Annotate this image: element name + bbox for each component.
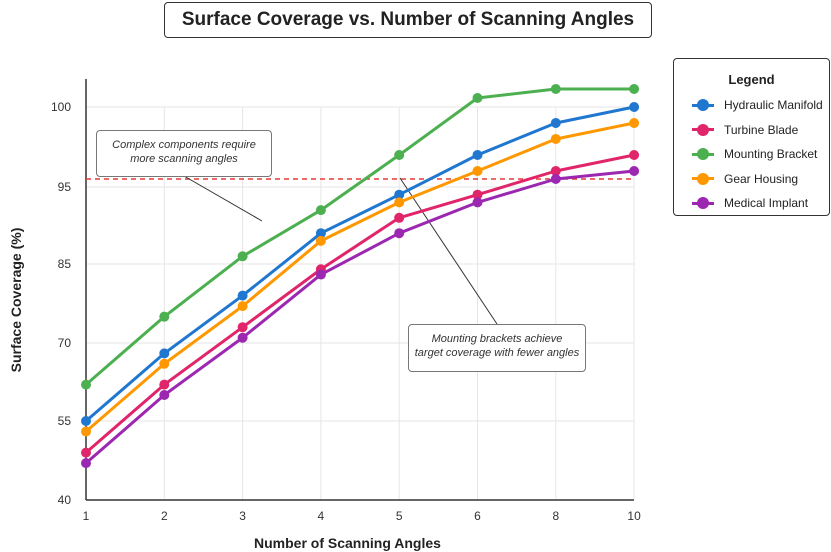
series-gear-housing [81, 118, 640, 437]
legend-label: Hydraulic Manifold [724, 98, 823, 112]
annotation-arrows [183, 175, 498, 325]
legend-item-medical-implant: Medical Implant [692, 193, 808, 213]
x-tick-label: 2 [161, 509, 168, 523]
data-point [629, 150, 640, 160]
annotation-line: more scanning angles [130, 153, 238, 165]
data-point [81, 379, 91, 390]
data-point [472, 166, 483, 176]
series-line [85, 87, 635, 386]
data-point [472, 93, 483, 103]
x-tick-label: 6 [474, 509, 481, 523]
data-point [472, 197, 483, 208]
data-point [315, 205, 326, 216]
x-tick-label: 5 [396, 509, 403, 523]
data-point [550, 118, 561, 128]
data-point [629, 84, 640, 94]
y-tick-label: 95 [58, 180, 72, 194]
data-point [237, 290, 248, 301]
data-point [394, 197, 405, 208]
chart-title: Surface Coverage vs. Number of Scanning … [164, 2, 652, 38]
y-tick-label: 70 [58, 336, 72, 350]
x-tick-label: 1 [83, 509, 90, 523]
data-point [159, 311, 170, 322]
legend-swatch [692, 172, 714, 185]
x-tick-label: 10 [627, 509, 641, 523]
legend-item-turbine-blade: Turbine Blade [692, 120, 798, 140]
data-point [159, 348, 170, 359]
data-point [472, 150, 483, 160]
legend-label: Medical Implant [724, 196, 809, 210]
data-point [394, 189, 405, 200]
data-point [81, 426, 91, 437]
legend-swatch [692, 148, 714, 160]
series-line [85, 105, 635, 423]
annotation-line: Mounting brackets achieve [431, 333, 563, 345]
annotation-complex-components: Complex components require more scanning… [96, 130, 272, 177]
data-point [550, 84, 561, 94]
annotation-arrow-brackets [399, 177, 498, 325]
legend: Legend Hydraulic Manifold Turbine Blade … [673, 58, 830, 216]
legend-item-mounting-bracket: Mounting Bracket [692, 144, 817, 164]
data-point [81, 447, 91, 458]
data-point [159, 358, 170, 369]
y-tick-label: 85 [58, 257, 72, 271]
legend-label: Mounting Bracket [724, 147, 818, 161]
legend-swatch [692, 99, 714, 111]
legend-item-hydraulic-manifold: Hydraulic Manifold [692, 95, 823, 115]
data-point [237, 251, 248, 262]
legend-item-gear-housing: Gear Housing [692, 169, 798, 189]
data-point [159, 379, 170, 390]
y-tick-label: 55 [58, 414, 72, 428]
data-point [394, 150, 405, 160]
data-point [550, 134, 561, 144]
legend-label: Gear Housing [724, 171, 799, 186]
data-point [315, 228, 326, 239]
data-point [81, 458, 91, 469]
series-hydraulic-manifold [81, 102, 640, 426]
series [81, 84, 640, 469]
data-point [550, 166, 561, 176]
legend-title: Legend [728, 72, 775, 87]
x-axis-title: Number of Scanning Angles [254, 535, 441, 551]
legend-label: Turbine Blade [724, 122, 799, 137]
series-line [85, 169, 635, 465]
annotation-mounting-brackets: Mounting brackets achieve target coverag… [408, 324, 586, 372]
data-point [237, 322, 248, 333]
data-point [237, 332, 248, 343]
tick-labels: 1 2 3 4 5 6 8 10 40 55 70 85 95 100 [51, 100, 641, 523]
data-point [315, 269, 326, 280]
x-tick-label: 3 [239, 509, 246, 523]
series-line [85, 121, 635, 433]
annotation-line: Complex components require [112, 139, 256, 151]
annotation-arrow-complex [183, 175, 263, 222]
legend-swatch [692, 123, 714, 136]
data-point [81, 416, 91, 426]
series-turbine-blade [81, 150, 640, 458]
y-tick-label: 40 [58, 493, 72, 507]
legend-swatch [692, 197, 714, 209]
data-point [629, 166, 640, 176]
annotation-line: target coverage with fewer angles [414, 347, 580, 359]
data-point [394, 212, 405, 223]
data-point [394, 228, 405, 239]
data-point [629, 102, 640, 112]
series-mounting-bracket [81, 84, 640, 390]
data-point [237, 301, 248, 312]
data-point [315, 235, 326, 246]
data-point [629, 118, 640, 128]
y-axis-title: Surface Coverage (%) [8, 227, 24, 373]
series-medical-implant [81, 166, 640, 469]
x-tick-label: 8 [552, 509, 559, 523]
data-point [472, 189, 483, 200]
data-point [159, 390, 170, 400]
series-line [85, 153, 635, 454]
y-tick-label: 100 [51, 100, 71, 114]
x-tick-label: 4 [318, 509, 325, 523]
data-point [550, 174, 561, 184]
